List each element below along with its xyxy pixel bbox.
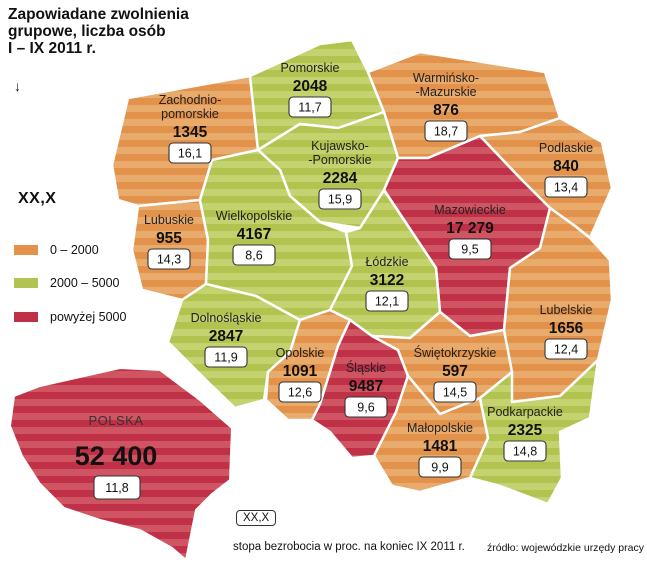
legend-format-label: XX,X xyxy=(18,190,57,207)
region-value-lubuskie: 955 xyxy=(156,230,182,247)
footer-note: stopa bezrobocia w proc. na koniec IX 20… xyxy=(233,541,465,553)
region-name-śląskie: Śląskie xyxy=(346,360,386,375)
region-name-opolskie: Opolskie xyxy=(276,346,325,360)
region-rate-box-opolskie xyxy=(278,381,322,403)
region-rate-pomorskie: 11,7 xyxy=(298,101,321,115)
region-value-świętokrzyskie: 597 xyxy=(442,363,468,380)
poland-summary: POLSKA 52 400 11,8 xyxy=(75,413,158,500)
region-rate-box-dolnośląskie xyxy=(204,346,248,368)
region-name-podkarpackie: Podkarpackie xyxy=(487,405,563,419)
region-rate-łódzkie: 12,1 xyxy=(375,295,399,309)
region-name2-kujawsko: -Pomorskie xyxy=(308,153,371,167)
region-name-podlaskie: Podlaskie xyxy=(539,141,593,155)
region-name-lubuskie: Lubuskie xyxy=(144,213,194,227)
region-rate-dolnośląskie: 11,9 xyxy=(214,351,237,365)
region-rate-podkarpackie: 14,8 xyxy=(513,445,537,459)
region-rate-mazowieckie: 9,5 xyxy=(461,243,478,257)
arrow-down-icon: ↓ xyxy=(14,78,21,94)
region-shape-podkarpackie[interactable] xyxy=(468,358,600,506)
legend-label-high: powyżej 5000 xyxy=(50,310,127,324)
region-rate-box-warmińsko xyxy=(424,120,468,142)
region-name-łódzkie: Łódzkie xyxy=(365,255,408,269)
region-value-podkarpackie: 2325 xyxy=(508,422,543,439)
region-value-kujawsko: 2284 xyxy=(323,170,358,187)
region-name-zachodnio: Zachodnio- xyxy=(159,93,222,107)
region-name-dolnośląskie: Dolnośląskie xyxy=(191,311,262,325)
region-value-warmińsko: 876 xyxy=(433,102,459,119)
region-rate-box-łódzkie xyxy=(365,290,409,312)
region-value-małopolskie: 1481 xyxy=(423,438,458,455)
legend-swatch-mid xyxy=(14,278,38,288)
region-rate-box-lubelskie xyxy=(544,338,588,360)
region-name-kujawsko: Kujawsko- xyxy=(311,139,369,153)
region-rate-box-podlaskie xyxy=(544,176,588,198)
region-rate-box-zachodnio xyxy=(168,142,212,164)
source-note: źródło: wojewódzkie urzędy pracy xyxy=(487,542,644,554)
region-rate-box-świętokrzyskie xyxy=(433,381,477,403)
footer-format-label: XX,X xyxy=(236,510,277,526)
region-value-pomorskie: 2048 xyxy=(293,78,328,95)
region-rate-małopolskie: 9,9 xyxy=(431,461,448,475)
region-value-mazowieckie: 17 279 xyxy=(446,220,494,237)
region-rate-zachodnio: 16,1 xyxy=(178,147,202,161)
region-rate-box-lubuskie xyxy=(147,248,191,270)
region-rate-opolskie: 12,6 xyxy=(288,386,312,400)
region-rate-box-wielkopolskie xyxy=(232,244,276,266)
region-value-łódzkie: 3122 xyxy=(370,272,404,289)
region-rate-lubelskie: 12,4 xyxy=(554,343,578,357)
legend-swatch-low xyxy=(14,245,38,255)
legend-swatch-high xyxy=(14,312,38,322)
region-rate-box-mazowieckie xyxy=(448,238,492,260)
legend-label-mid: 2000 – 5000 xyxy=(50,276,120,290)
legend-item-low: 0 – 2000 xyxy=(14,243,99,257)
region-name-lubelskie: Lubelskie xyxy=(540,303,593,317)
region-rate-box-pomorskie xyxy=(288,96,332,118)
region-rate-podlaskie: 13,4 xyxy=(554,181,578,195)
region-name-pomorskie: Pomorskie xyxy=(280,61,339,75)
region-value-wielkopolskie: 4167 xyxy=(237,226,271,243)
region-rate-świętokrzyskie: 14,5 xyxy=(443,386,467,400)
region-value-dolnośląskie: 2847 xyxy=(209,328,243,345)
region-name-świętokrzyskie: Świętokrzyskie xyxy=(414,345,497,360)
region-value-podlaskie: 840 xyxy=(553,158,579,175)
map-title: Zapowiadane zwolnienia grupowe, liczba o… xyxy=(8,6,258,57)
legend-label-low: 0 – 2000 xyxy=(50,243,99,257)
title-line-3: I – IX 2011 r. xyxy=(8,40,96,57)
region-rate-wielkopolskie: 8,6 xyxy=(245,249,262,263)
region-value-zachodnio: 1345 xyxy=(173,124,208,141)
title-line-2: grupowe, liczba osób xyxy=(8,23,166,40)
region-value-opolskie: 1091 xyxy=(283,363,318,380)
region-name-małopolskie: Małopolskie xyxy=(407,421,473,435)
region-rate-kujawsko: 15,9 xyxy=(328,193,352,207)
legend-item-mid: 2000 – 5000 xyxy=(14,276,120,290)
poland-value: 52 400 xyxy=(75,441,158,471)
title-line-1: Zapowiadane zwolnienia xyxy=(8,6,189,23)
region-value-śląskie: 9487 xyxy=(349,378,383,395)
poland-name: POLSKA xyxy=(88,413,143,428)
region-rate-lubuskie: 14,3 xyxy=(157,253,181,267)
region-name2-warmińsko: -Mazurskie xyxy=(415,85,476,99)
poland-outline-shape xyxy=(8,366,234,562)
region-rate-box-śląskie xyxy=(344,396,388,418)
region-rate-box-podkarpackie xyxy=(503,440,547,462)
poland-rate-box xyxy=(93,475,141,500)
region-rate-warmińsko: 18,7 xyxy=(434,125,458,139)
region-name-mazowieckie: Mazowieckie xyxy=(434,203,506,217)
region-name-wielkopolskie: Wielkopolskie xyxy=(216,209,292,223)
legend-item-high: powyżej 5000 xyxy=(14,310,126,324)
region-name-warmińsko: Warmińsko- xyxy=(413,71,479,85)
poland-rate: 11,8 xyxy=(105,481,128,495)
region-rate-box-kujawsko xyxy=(318,188,362,210)
region-value-lubelskie: 1656 xyxy=(549,320,584,337)
region-rate-śląskie: 9,6 xyxy=(357,401,374,415)
region-name2-zachodnio: pomorskie xyxy=(161,107,219,121)
region-rate-box-małopolskie xyxy=(418,456,462,478)
